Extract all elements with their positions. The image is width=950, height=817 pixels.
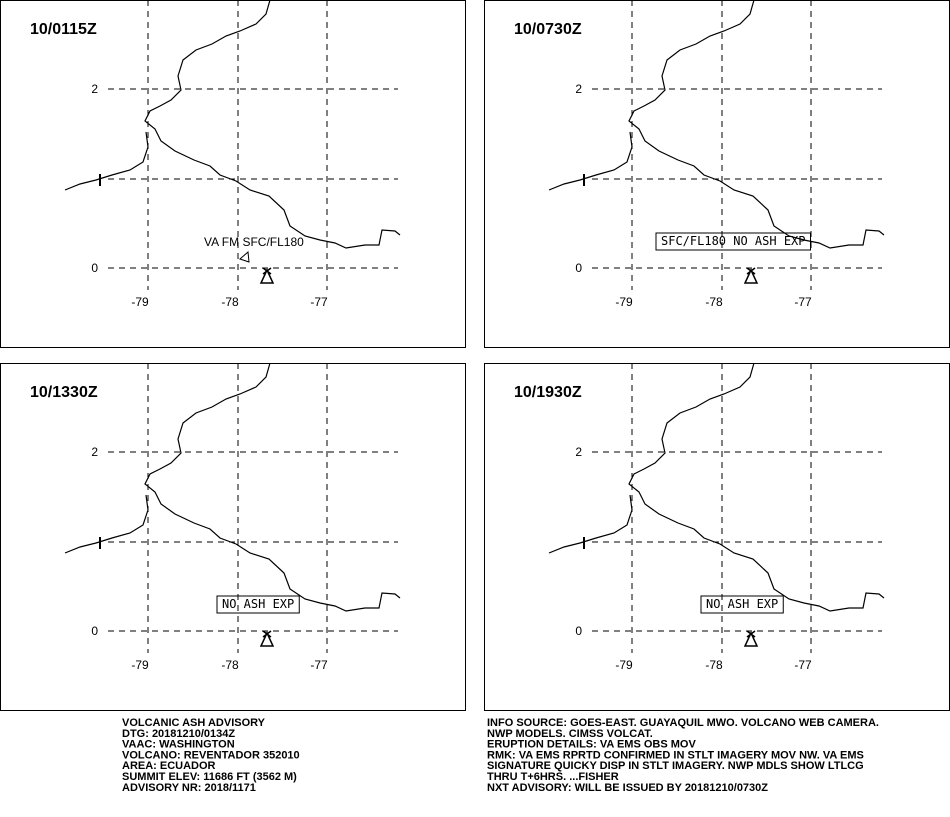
ash-annotation: NO ASH EXP [222, 597, 294, 611]
y-label: 2 [91, 445, 98, 459]
advisory-line: SIGNATURE QUICKY DISP IN STLT IMAGERY. N… [487, 760, 864, 772]
advisory-line: THRU T+6HRS. ...FISHER [487, 771, 619, 783]
border [64, 131, 149, 191]
x-label: -77 [794, 658, 812, 672]
border [548, 131, 633, 191]
x-label: -77 [310, 658, 328, 672]
map-panel: 10/1330Z 2 0 -79 -78 -77 NO ASH EXP [0, 362, 466, 711]
ash-annotation: VA FM SFC/FL180 [204, 235, 304, 249]
x-label: -79 [615, 295, 633, 309]
y-label: 2 [575, 445, 582, 459]
coastline [628, 362, 885, 612]
x-label: -78 [705, 295, 723, 309]
panel-time: 10/1330Z [30, 384, 98, 401]
advisory-line: VAAC: WASHINGTON [122, 739, 235, 751]
coastline [144, 0, 401, 249]
volcano-symbol [259, 267, 275, 284]
advisory-line: VOLCANO: REVENTADOR 352010 [122, 749, 300, 761]
y-label: 2 [91, 82, 98, 96]
ash-area [239, 250, 250, 263]
map-panel: 10/1930Z 2 0 -79 -78 -77 NO ASH EXP [484, 362, 950, 711]
x-label: -79 [615, 658, 633, 672]
volcano-symbol [743, 267, 759, 284]
x-label: -77 [310, 295, 328, 309]
x-label: -78 [221, 658, 239, 672]
ash-annotation: SFC/FL180 NO ASH EXP [661, 234, 806, 248]
advisory-line: NXT ADVISORY: WILL BE ISSUED BY 20181210… [487, 782, 768, 794]
advisory-line: VOLCANIC ASH ADVISORY [122, 717, 266, 729]
map-panel: 10/0730Z 2 0 -79 -78 -77 SFC/FL180 NO ASH EXP [484, 0, 950, 348]
advisory-line: RMK: VA EMS RPRTD CONFIRMED IN STLT IMAG… [487, 749, 864, 761]
panel-frame [0, 363, 466, 711]
x-label: -78 [221, 295, 239, 309]
border [548, 494, 633, 554]
y-label: 2 [575, 82, 582, 96]
advisory-line: SUMMIT ELEV: 11686 FT (3562 M) [122, 771, 297, 783]
advisory-line: ERUPTION DETAILS: VA EMS OBS MOV [487, 739, 696, 751]
panel-frame [0, 0, 466, 348]
panel-time: 10/0730Z [514, 21, 582, 38]
advisory-line: ADVISORY NR: 2018/1171 [122, 782, 256, 794]
coastline [144, 362, 401, 612]
advisory-line: AREA: ECUADOR [122, 760, 216, 772]
advisory-line: NWP MODELS. CIMSS VOLCAT. [487, 728, 653, 740]
annotation-box [700, 595, 784, 614]
coastline [628, 0, 885, 249]
ash-annotation: NO ASH EXP [706, 597, 778, 611]
y-label: 0 [91, 261, 98, 275]
y-label: 0 [575, 624, 582, 638]
x-label: -79 [131, 658, 149, 672]
volcano-symbol [743, 630, 759, 647]
map-panel: 10/0115Z 2 0 -79 -78 -77 VA FM SFC/FL180 [0, 0, 466, 348]
y-label: 0 [575, 261, 582, 275]
volcano-symbol [259, 630, 275, 647]
y-label: 0 [91, 624, 98, 638]
border [64, 494, 149, 554]
annotation-box [216, 595, 300, 614]
panel-time: 10/0115Z [30, 21, 97, 38]
x-label: -79 [131, 295, 149, 309]
x-label: -77 [794, 295, 812, 309]
panel-time: 10/1930Z [514, 384, 582, 401]
x-label: -78 [705, 658, 723, 672]
advisory-line: INFO SOURCE: GOES-EAST. GUAYAQUIL MWO. V… [487, 717, 879, 729]
annotation-box [655, 232, 811, 251]
advisory-line: DTG: 20181210/0134Z [122, 728, 235, 740]
